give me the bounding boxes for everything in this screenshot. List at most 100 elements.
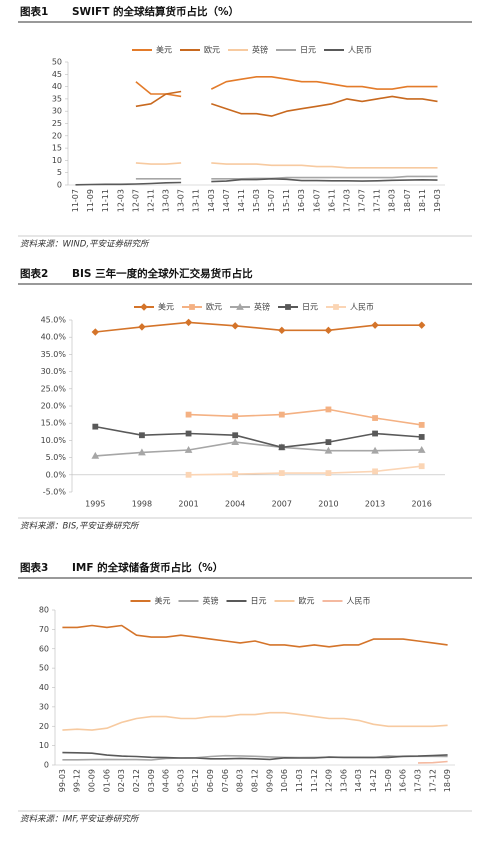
x-tick-label: 18-07 [403,189,412,212]
source-note: 资料来源：IMF,平安证券研究所 [20,814,140,825]
point-marker [185,430,192,437]
legend-label: 人民币 [348,46,372,55]
y-tick-label: 30 [39,702,49,711]
legend-label: 日元 [300,46,316,55]
x-tick-label: 16-07 [312,189,321,212]
x-tick-label: 11-03 [295,769,304,792]
y-tick-label: 20 [39,722,49,731]
x-tick-label: 2016 [412,500,432,509]
series-line [95,441,422,457]
x-tick-label: 2007 [272,500,292,509]
x-tick-label: 11-11 [101,189,110,212]
chart-label: 图表2 [20,267,48,280]
legend-label: 美元 [155,596,171,606]
legend-label: 人民币 [350,303,374,312]
x-tick-label: 02-12 [132,769,141,792]
chart-label: 图表1 [20,5,48,18]
x-tick-label: 17-12 [428,769,437,792]
series-line [62,751,448,761]
x-tick-label: 03-09 [147,769,156,792]
x-tick-label: 18-11 [418,189,427,212]
x-tick-label: 00-09 [88,769,97,792]
x-tick-label: 08-03 [236,769,245,792]
y-tick-label: 50 [39,664,49,673]
x-tick-label: 14-11 [237,189,246,212]
point-marker [232,413,239,420]
point-marker [185,471,192,478]
y-tick-label: 25 [52,119,62,128]
point-marker [185,411,192,418]
x-tick-label: 17-07 [358,189,367,212]
x-tick-label: 13-06 [339,769,348,792]
legend-marker [189,304,195,310]
y-tick-label: 40 [39,683,49,692]
point-marker [231,438,240,446]
y-tick-label: 35 [52,94,62,103]
series-line [135,162,438,169]
x-tick-label: 15-09 [384,769,393,792]
series-line [75,178,438,186]
x-tick-label: 10-06 [280,769,289,792]
chart-panel: 图表3 IMF 的全球储备货币占比（%） 资料来源：IMF,平安证券研究所 0 10 20… [18,561,472,825]
x-tick-label: 13-11 [192,189,201,212]
y-tick-label: -5.0% [43,488,67,497]
x-tick-label: 04-06 [162,769,171,792]
point-marker [91,328,100,336]
x-tick-label: 12-03 [116,189,125,212]
y-tick-label: 10 [52,156,62,165]
point-marker [139,432,145,439]
x-tick-label: 13-07 [177,189,186,212]
x-tick-label: 12-09 [325,769,334,792]
point-marker [184,446,193,453]
series-line [62,624,448,648]
point-marker [278,326,286,335]
point-marker [371,321,379,329]
y-tick-label: 70 [39,625,49,634]
y-tick-label: 30.0% [41,367,67,376]
legend-label: 日元 [251,597,267,606]
series-line [135,76,438,98]
point-marker [92,423,99,430]
legend-label: 欧元 [299,596,315,606]
y-tick-label: 15 [52,144,62,153]
y-tick-label: 35.0% [41,350,67,359]
point-marker [324,446,333,454]
series-line [95,321,422,333]
source-note: 资料来源：WIND,平安证券研究所 [20,239,150,250]
legend-label: 人民币 [347,597,371,606]
x-tick-label: 02-03 [117,769,126,792]
chart-title: BIS 三年一度的全球外汇交易货币占比 [72,267,253,280]
point-marker [278,444,285,451]
point-marker [325,470,332,476]
legend-label: 英镑 [252,45,268,55]
legend-label: 美元 [156,45,172,55]
x-tick-label: 2004 [225,500,245,509]
point-marker [278,411,285,418]
legend-marker [140,303,148,311]
x-tick-label: 05-03 [176,769,185,792]
x-tick-label: 2001 [178,500,198,509]
y-tick-label: 45.0% [41,316,67,325]
y-tick-label: 45 [52,70,62,79]
x-tick-label: 14-12 [369,769,378,792]
point-marker [278,470,285,476]
point-marker [231,322,239,330]
point-marker [417,321,426,329]
legend-label: 美元 [158,302,174,312]
legend-marker [285,304,291,310]
y-tick-label: 5 [57,168,62,177]
legend-label: 日元 [302,303,318,312]
x-tick-label: 06-09 [206,769,215,792]
point-marker [417,446,426,453]
point-marker [138,448,146,456]
legend-label: 欧元 [206,302,222,312]
point-marker [372,415,378,421]
y-tick-label: 20.0% [41,402,67,411]
x-tick-label: 17-03 [342,189,351,212]
chart-panel: 图表1 SWIFT 的全球结算货币占比（%） 资料来源：WIND,平安证券研究所 0 5… [18,5,472,250]
y-tick-label: 25.0% [41,384,67,393]
y-tick-label: 40 [52,82,62,91]
x-tick-label: 14-03 [354,769,363,792]
y-tick-label: 40.0% [41,333,67,342]
series-line [95,425,422,449]
